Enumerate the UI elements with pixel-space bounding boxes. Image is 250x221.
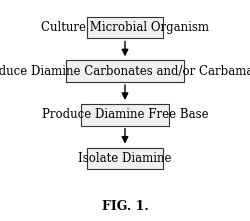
FancyBboxPatch shape (66, 60, 184, 82)
FancyBboxPatch shape (80, 104, 170, 126)
FancyBboxPatch shape (86, 148, 164, 170)
Text: Produce Diamine Carbonates and/or Carbamates: Produce Diamine Carbonates and/or Carbam… (0, 65, 250, 78)
Text: Isolate Diamine: Isolate Diamine (78, 152, 172, 165)
FancyBboxPatch shape (86, 17, 164, 38)
Text: Produce Diamine Free Base: Produce Diamine Free Base (42, 108, 208, 121)
Text: FIG. 1.: FIG. 1. (102, 200, 148, 213)
Text: Culture Microbial Organism: Culture Microbial Organism (41, 21, 209, 34)
